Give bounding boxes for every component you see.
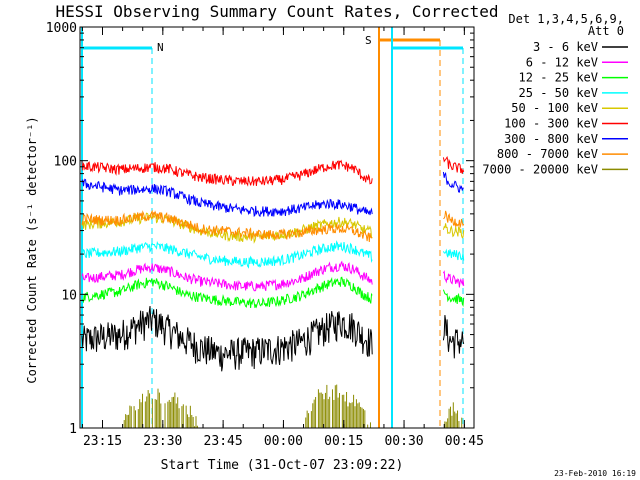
annotation-S: S [365,34,372,47]
axis-ticks: 1 10 100 1000 23:15 23:30 23:45 00:00 00:15 00:30… [46,21,484,449]
plot-frame [79,26,475,429]
series-8-line-2 [443,210,465,228]
series-6-line-1 [81,159,373,187]
legend-label-6: 100 - 300 keV [504,117,598,131]
series-4-line-2 [442,248,465,261]
annotation-N: N [157,41,164,54]
series-1-line-2 [442,315,465,359]
y-tick-label: 100 [54,155,77,170]
legend-label-1: 3 - 6 keV [533,40,598,54]
y-tick-label: 10 [61,288,77,303]
legend-label-3: 12 - 25 keV [519,71,598,85]
y-tick-label: 1000 [46,21,77,36]
y-axis-label: Corrected Count Rate (s⁻¹ detector⁻¹) [25,116,39,383]
x-tick-label: 00:30 [384,434,423,449]
series-3-line-2 [442,289,465,307]
series-2 [81,260,465,292]
legend-label-2: 6 - 12 keV [526,55,598,69]
series-1-line-1 [81,305,373,372]
series-3 [81,276,465,309]
series-7-line-1 [81,178,373,218]
series-4-line-1 [81,240,373,269]
series-6-line-2 [442,155,465,174]
chart-marks [81,27,465,428]
x-tick-label: 00:45 [445,434,484,449]
series-8-line-1 [81,209,373,243]
series-5-line-2 [442,223,465,239]
series-6 [81,155,465,187]
series-7-line-2 [442,171,464,193]
legend-label-8: 800 - 7000 keV [497,147,598,161]
legend-header-line: Att 0 [588,24,624,38]
footer-date: 23-Feb-2010 16:19 [554,469,636,478]
legend-label-4: 25 - 50 keV [519,86,598,100]
y-tick-label: 1 [69,422,77,437]
legend-label-7: 300 - 800 keV [504,132,598,146]
x-tick-label: 23:15 [83,434,122,449]
series-2-line-1 [81,260,373,292]
chart-title: HESSI Observing Summary Count Rates, Cor… [55,2,498,21]
series-3-line-1 [81,276,373,309]
series-1 [81,305,465,372]
legend-label-9: 7000 - 20000 keV [482,162,598,176]
x-tick-label: 00:00 [264,434,303,449]
x-tick-label: 23:30 [143,434,182,449]
series-2-line-2 [442,270,465,288]
legend-header-line: Det 1,3,4,5,6,9, [508,12,624,26]
series-7 [81,171,464,218]
series-8 [81,209,465,243]
x-tick-label: 23:45 [204,434,243,449]
series-5-line-1 [81,212,373,244]
x-tick-label: 00:15 [324,434,363,449]
series-9 [122,384,463,428]
x-axis-label: Start Time (31-Oct-07 23:09:22) [161,458,404,473]
legend-label-5: 50 - 100 keV [511,101,598,115]
series-5 [81,212,465,244]
series-4 [81,240,465,269]
